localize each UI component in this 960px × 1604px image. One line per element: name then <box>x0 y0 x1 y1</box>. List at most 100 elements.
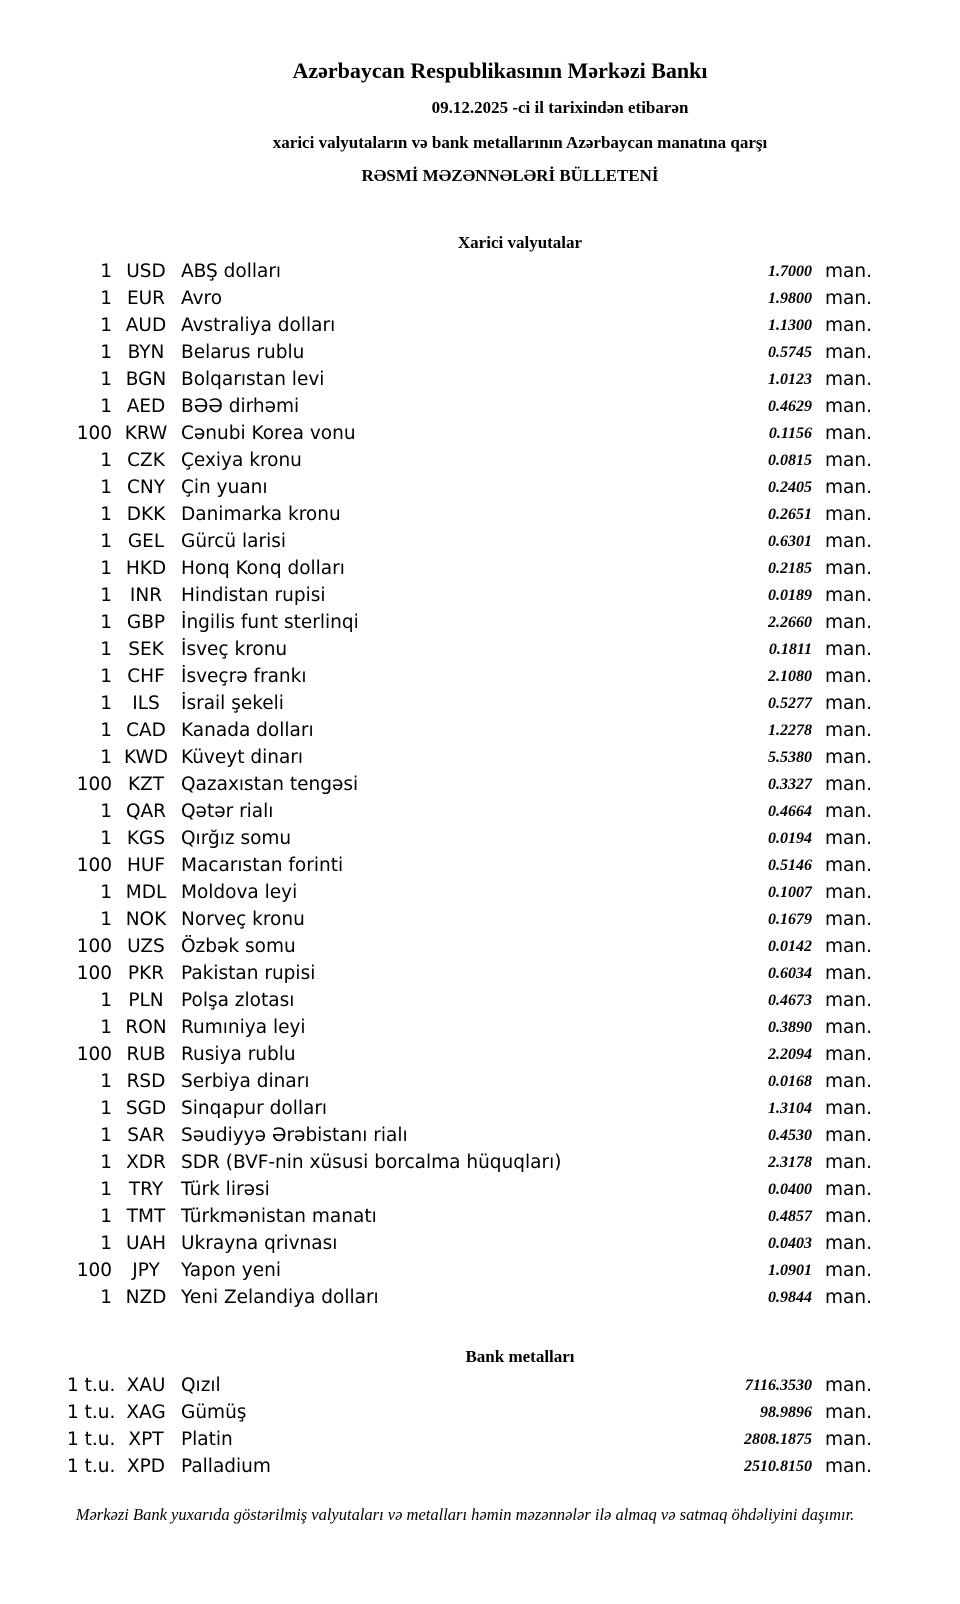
unit-label: man. <box>825 693 872 714</box>
currency-code: SAR <box>127 1125 165 1146</box>
currency-row: 1 KWD Küveyt dinarı 5.5380 man. <box>0 744 960 771</box>
currency-code: BGN <box>125 369 167 390</box>
currency-name: ABŞ dolları <box>181 261 282 282</box>
effective-date: 09.12.2025 -ci il tarixindən etibarən <box>431 98 689 117</box>
quantity: 1 <box>100 693 112 714</box>
currency-name: Yeni Zelandiya dolları <box>181 1287 379 1308</box>
metals-table: 1 t.u. XAU Qızıl 7116.3530 man. 1 t.u. XAG Gümü… <box>0 1372 960 1480</box>
currency-name: Serbiya dinarı <box>181 1071 310 1092</box>
currency-row: 1 BGN Bolqarıstan levi 1.0123 man. <box>0 366 960 393</box>
currency-code: RSD <box>126 1071 166 1092</box>
currency-name: Küveyt dinarı <box>181 747 304 768</box>
rate-value: 2.2094 <box>768 1046 812 1063</box>
currency-row: 1 SEK İsveç kronu 0.1811 man. <box>0 636 960 663</box>
currency-name: Rusiya rublu <box>181 1044 296 1065</box>
metal-row: 1 t.u. XAG Gümüş 98.9896 man. <box>0 1399 960 1426</box>
quantity: 1 <box>100 558 112 579</box>
currency-row: 1 CAD Kanada dolları 1.2278 man. <box>0 717 960 744</box>
currency-name: Türkmənistan manatı <box>181 1206 377 1227</box>
currency-code: XAU <box>126 1375 166 1396</box>
unit-label: man. <box>825 1375 872 1396</box>
unit-label: man. <box>825 261 872 282</box>
currency-row: 100 PKR Pakistan rupisi 0.6034 man. <box>0 960 960 987</box>
currency-name: İngilis funt sterlinqi <box>181 612 359 633</box>
currency-name: Pakistan rupisi <box>181 963 316 984</box>
quantity: 100 <box>76 1260 112 1281</box>
currency-name: Gürcü larisi <box>181 531 287 552</box>
currency-code: AED <box>126 396 166 417</box>
currency-code: CNY <box>126 477 166 498</box>
currency-name: Bolqarıstan levi <box>181 369 325 390</box>
rate-value: 2.1080 <box>768 668 812 685</box>
rate-value: 0.4857 <box>768 1208 812 1225</box>
rate-value: 2.3178 <box>768 1154 812 1171</box>
unit-label: man. <box>825 747 872 768</box>
currency-code: XPT <box>128 1429 164 1450</box>
quantity: 1 <box>100 1071 112 1092</box>
rate-value: 1.0123 <box>768 371 812 388</box>
unit-label: man. <box>825 855 872 876</box>
currency-code: PKR <box>127 963 165 984</box>
currency-row: 100 RUB Rusiya rublu 2.2094 man. <box>0 1041 960 1068</box>
quantity: 1 <box>100 504 112 525</box>
quantity: 1 <box>100 747 112 768</box>
currency-name: Hindistan rupisi <box>181 585 326 606</box>
quantity: 1 <box>100 720 112 741</box>
unit-label: man. <box>825 1456 872 1477</box>
unit-label: man. <box>825 342 872 363</box>
currency-code: JPY <box>132 1260 160 1281</box>
currency-name: Honq Konq dolları <box>181 558 345 579</box>
unit-label: man. <box>825 1287 872 1308</box>
currency-code: CZK <box>127 450 165 471</box>
rate-value: 5.5380 <box>768 749 812 766</box>
quantity: 100 <box>76 1044 112 1065</box>
currency-row: 1 AED BƏƏ dirhəmi 0.4629 man. <box>0 393 960 420</box>
metal-row: 1 t.u. XPT Platin 2808.1875 man. <box>0 1426 960 1453</box>
currency-code: XAG <box>126 1402 166 1423</box>
currency-code: NZD <box>125 1287 167 1308</box>
quantity: 1 <box>100 990 112 1011</box>
currency-row: 1 USD ABŞ dolları 1.7000 man. <box>0 258 960 285</box>
currency-row: 1 GEL Gürcü larisi 0.6301 man. <box>0 528 960 555</box>
unit-label: man. <box>825 1017 872 1038</box>
rate-value: 0.2185 <box>768 560 812 577</box>
currency-code: MDL <box>125 882 167 903</box>
currency-name: İsveç kronu <box>181 639 288 660</box>
rate-value: 0.6034 <box>768 965 812 982</box>
currency-code: KGS <box>126 828 166 849</box>
currency-name: Avro <box>181 288 223 309</box>
quantity: 1 t.u. <box>67 1429 116 1450</box>
currency-name: Yapon yeni <box>181 1260 281 1281</box>
currency-row: 1 PLN Polşa zlotası 0.4673 man. <box>0 987 960 1014</box>
unit-label: man. <box>825 423 872 444</box>
quantity: 1 <box>100 369 112 390</box>
currency-name: İsveçrə frankı <box>181 666 307 687</box>
quantity: 100 <box>76 774 112 795</box>
rate-value: 1.9800 <box>768 290 812 307</box>
unit-label: man. <box>825 882 872 903</box>
currency-name: SDR (BVF-nin xüsusi borcalma hüquqları) <box>181 1152 562 1173</box>
currency-name: Ukrayna qrivnası <box>181 1233 338 1254</box>
unit-label: man. <box>825 1260 872 1281</box>
quantity: 1 <box>100 828 112 849</box>
quantity: 100 <box>76 855 112 876</box>
currency-row: 100 UZS Özbək somu 0.0142 man. <box>0 933 960 960</box>
rate-value: 1.3104 <box>768 1100 812 1117</box>
currency-name: Cənubi Korea vonu <box>181 423 356 444</box>
currency-row: 1 EUR Avro 1.9800 man. <box>0 285 960 312</box>
currency-name: Macarıstan forinti <box>181 855 344 876</box>
rate-value: 2.2660 <box>768 614 812 631</box>
unit-label: man. <box>825 1098 872 1119</box>
currency-name: Qırğız somu <box>181 828 292 849</box>
currency-row: 1 NZD Yeni Zelandiya dolları 0.9844 man. <box>0 1284 960 1311</box>
rate-value: 0.0189 <box>768 587 812 604</box>
currency-code: GBP <box>126 612 166 633</box>
rate-value: 1.7000 <box>768 263 812 280</box>
quantity: 1 <box>100 288 112 309</box>
currency-row: 1 CZK Çexiya kronu 0.0815 man. <box>0 447 960 474</box>
quantity: 1 <box>100 1179 112 1200</box>
quantity: 1 <box>100 1017 112 1038</box>
rate-value: 0.4629 <box>768 398 812 415</box>
currency-row: 1 CHF İsveçrə frankı 2.1080 man. <box>0 663 960 690</box>
currency-row: 1 SGD Sinqapur dolları 1.3104 man. <box>0 1095 960 1122</box>
